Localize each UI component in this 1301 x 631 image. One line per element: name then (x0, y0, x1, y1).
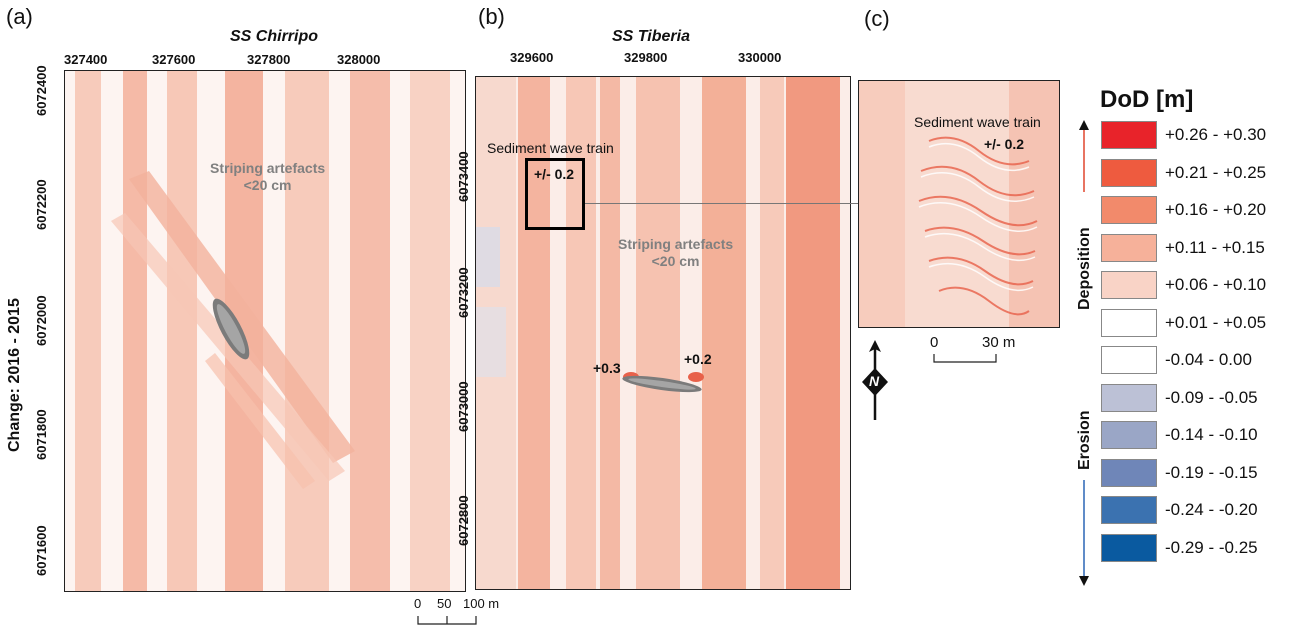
legend-swatch (1101, 346, 1157, 374)
panel-c-scale-label: 0 (930, 334, 939, 351)
legend-swatch (1101, 121, 1157, 149)
panel-b-xtick: 329600 (510, 50, 554, 65)
panel-b-letter: (b) (478, 4, 505, 29)
panel-a-xtick: 327800 (247, 52, 291, 67)
legend-swatch (1101, 496, 1157, 524)
panel-b-ytick: 6073200 (456, 267, 471, 318)
panel-b-xtick: 330000 (738, 50, 782, 65)
panel-b-wave-train-label: Sediment wave train (487, 140, 614, 156)
panel-c-wave-train-value: +/- 0.2 (984, 136, 1025, 152)
legend-item: -0.09 - -0.05 (1101, 383, 1258, 412)
legend-item-label: +0.11 - +0.15 (1165, 237, 1265, 257)
panel-a-ytick: 6071800 (34, 409, 49, 460)
legend-item: +0.01 - +0.05 (1101, 308, 1267, 337)
panel-b-scale-bar (417, 616, 477, 625)
panel-a-ytick: 6071600 (34, 525, 49, 576)
legend-item: -0.24 - -0.20 (1101, 496, 1258, 524)
panel-b-ytick: 6072800 (456, 495, 471, 546)
panel-b-scale-label: 0 (414, 596, 422, 611)
legend-item: +0.16 - +0.20 (1101, 196, 1266, 224)
legend-arrows (1079, 120, 1089, 586)
legend-item-label: -0.09 - -0.05 (1165, 387, 1258, 407)
panel-a-ytick: 6072400 (34, 65, 49, 116)
legend-item-label: -0.29 - -0.25 (1165, 537, 1258, 557)
legend-item-label: +0.21 - +0.25 (1165, 162, 1267, 182)
legend-item-label: -0.24 - -0.20 (1165, 500, 1258, 519)
panel-a-annotation-line1: Striping artefacts (210, 160, 326, 176)
panel-b-map (475, 76, 851, 590)
panel-b-ytick: 6073000 (456, 381, 471, 432)
panel-b-ytick: 6073400 (456, 151, 471, 202)
y-axis-label: Change: 2016 - 2015 (6, 298, 23, 452)
panel-a-ytick: 6072200 (34, 179, 49, 230)
legend-swatch (1101, 533, 1157, 562)
panel-b-value-right: +0.2 (684, 351, 712, 367)
panel-b-dod-raster (476, 77, 850, 589)
legend-item: +0.26 - +0.30 (1101, 121, 1266, 149)
legend-item: -0.04 - 0.00 (1101, 346, 1252, 374)
panel-b-scale-label: 100 m (463, 596, 500, 611)
legend-item: +0.06 - +0.10 (1101, 271, 1266, 299)
panel-a-ytick: 6072000 (34, 295, 49, 346)
legend-swatch (1101, 308, 1157, 337)
legend-swatch (1101, 383, 1157, 412)
legend-item: -0.14 - -0.10 (1101, 421, 1258, 449)
north-arrow-label: N (869, 373, 880, 389)
panel-c-scale-label: 30 m (982, 334, 1016, 351)
legend-swatch (1101, 158, 1157, 187)
legend-item-label: -0.14 - -0.10 (1165, 425, 1258, 444)
panel-a-xtick: 327600 (152, 52, 196, 67)
panel-b-annotation: Striping artefacts <20 cm (618, 236, 733, 270)
legend-item-label: +0.26 - +0.30 (1165, 125, 1267, 144)
panel-a-dod-raster (65, 71, 465, 591)
panel-c-scale-bar (933, 354, 997, 363)
panel-a-xtick: 327400 (64, 52, 108, 67)
panel-a-title: SS Chirripo (230, 28, 319, 45)
panel-c-map (858, 80, 1060, 328)
legend-swatch (1101, 421, 1157, 449)
legend-swatch (1101, 233, 1157, 262)
panel-a-annotation: Striping artefacts <20 cm (210, 160, 325, 194)
panel-a-letter: (a) (6, 4, 33, 29)
panel-a-map (64, 70, 466, 592)
panel-b-annotation-line2: <20 cm (651, 253, 700, 269)
legend-title: DoD [m] (1100, 86, 1194, 113)
panel-c-letter: (c) (864, 6, 890, 31)
panel-c-wave-train-label: Sediment wave train (914, 114, 1041, 130)
legend-item-label: +0.06 - +0.10 (1165, 275, 1267, 294)
panel-a-annotation-line2: <20 cm (243, 177, 292, 193)
north-arrow-icon (862, 340, 888, 420)
legend-item: +0.21 - +0.25 (1101, 158, 1267, 187)
legend-item-label: -0.04 - 0.00 (1165, 350, 1252, 369)
inset-leader-line (585, 203, 858, 204)
legend-item: -0.29 - -0.25 (1101, 533, 1258, 562)
legend-item: -0.19 - -0.15 (1101, 458, 1258, 487)
legend-item: +0.11 - +0.15 (1101, 233, 1265, 262)
panel-b-title: SS Tiberia (612, 28, 690, 45)
panel-b-wave-train-value: +/- 0.2 (534, 166, 575, 182)
panel-c-dod-raster (859, 81, 1059, 327)
panel-a-xtick: 328000 (337, 52, 381, 67)
panel-b-wave-train-box (525, 158, 585, 230)
panel-b-annotation-line1: Striping artefacts (618, 236, 734, 252)
panel-b-scale-label: 50 (437, 596, 452, 611)
legend-item-label: +0.01 - +0.05 (1165, 312, 1267, 332)
legend-swatch (1101, 458, 1157, 487)
legend-swatch (1101, 271, 1157, 299)
legend-item-label: -0.19 - -0.15 (1165, 462, 1258, 482)
panel-b-xtick: 329800 (624, 50, 668, 65)
legend-item-label: +0.16 - +0.20 (1165, 200, 1267, 219)
panel-b-value-left: +0.3 (593, 360, 621, 376)
legend-swatch (1101, 196, 1157, 224)
